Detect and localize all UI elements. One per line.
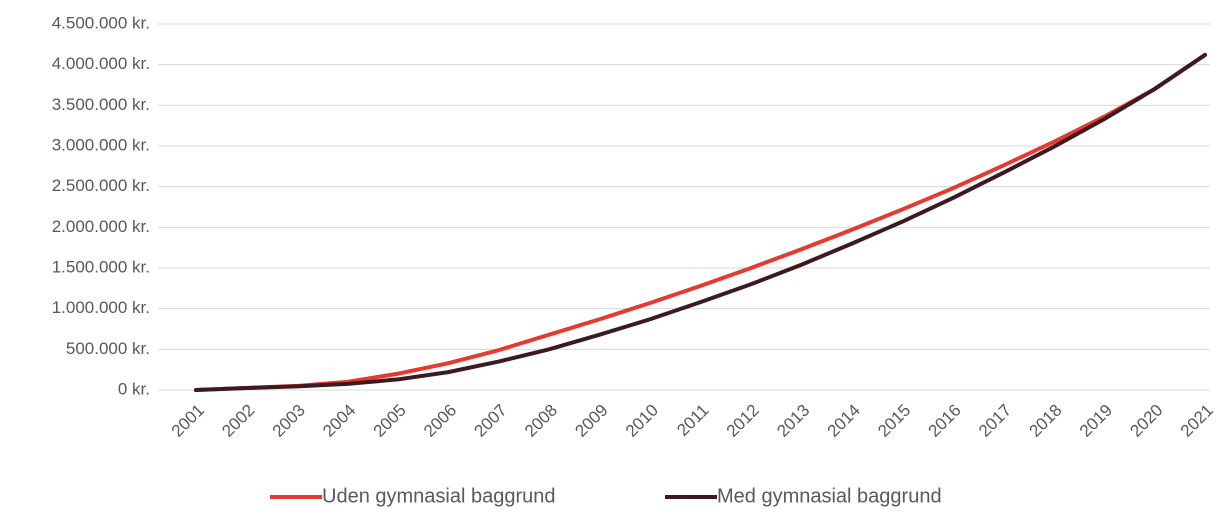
y-tick-label: 4.500.000 kr.	[52, 13, 150, 32]
x-tick-label: 2007	[471, 401, 511, 441]
line-series	[194, 52, 1207, 392]
x-tick-label: 2015	[874, 401, 914, 441]
x-tick-label: 2021	[1177, 401, 1217, 441]
x-tick-label: 2010	[622, 401, 662, 441]
y-tick-label: 4.000.000 kr.	[52, 54, 150, 73]
x-tick-label: 2005	[370, 401, 410, 441]
y-tick-label: 1.500.000 kr.	[52, 257, 150, 276]
x-tick-label: 2012	[723, 401, 763, 441]
x-tick-label: 2019	[1076, 401, 1116, 441]
y-tick-label: 2.500.000 kr.	[52, 176, 150, 195]
x-tick-label: 2014	[824, 401, 864, 441]
x-tick-label: 2016	[925, 401, 965, 441]
x-tick-label: 2011	[673, 401, 712, 440]
x-tick-label: 2006	[420, 401, 460, 441]
y-tick-label: 500.000 kr.	[66, 339, 150, 358]
x-tick-label: 2013	[773, 401, 813, 441]
y-tick-label: 2.000.000 kr.	[52, 217, 150, 236]
x-tick-label: 2004	[319, 401, 359, 441]
x-tick-label: 2003	[269, 401, 309, 441]
x-tick-label: 2009	[571, 401, 611, 441]
x-tick-label: 2017	[975, 401, 1015, 441]
x-tick-label: 2002	[218, 401, 258, 441]
y-tick-label: 3.500.000 kr.	[52, 95, 150, 114]
y-tick-label: 0 kr.	[118, 379, 150, 398]
x-tick-label: 2001	[168, 401, 208, 441]
legend-label: Med gymnasial baggrund	[717, 485, 942, 507]
x-tick-label: 2020	[1126, 401, 1166, 441]
x-tick-label: 2018	[1025, 401, 1065, 441]
line-series	[194, 52, 1207, 392]
y-tick-label: 1.000.000 kr.	[52, 298, 150, 317]
y-tick-label: 3.000.000 kr.	[52, 135, 150, 154]
x-tick-label: 2008	[521, 401, 561, 441]
legend-label: Uden gymnasial baggrund	[322, 485, 556, 507]
